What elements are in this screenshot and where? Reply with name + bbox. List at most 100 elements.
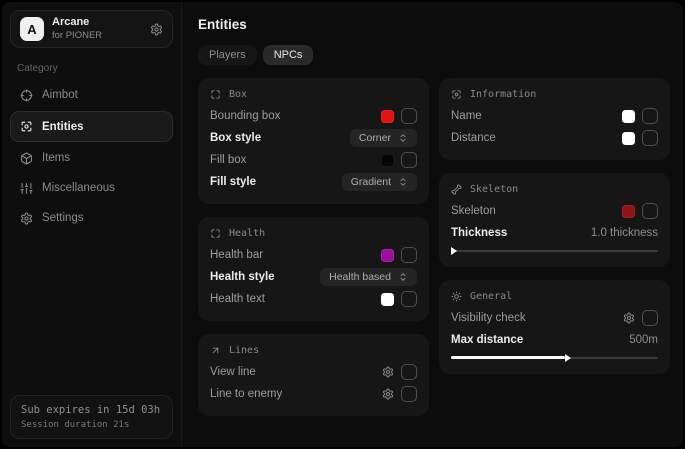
brand-card: A Arcane for PIONER [10, 10, 173, 48]
sidebar-item-items[interactable]: Items [10, 144, 173, 172]
card-title-label: Box [229, 89, 248, 100]
view-line-settings-icon[interactable] [382, 366, 394, 378]
session-duration-text: Session duration 21s [21, 420, 130, 430]
sidebar-item-aimbot[interactable]: Aimbot [10, 81, 173, 109]
dropdown-value: Gradient [350, 176, 391, 188]
health-text-color-swatch[interactable] [381, 292, 394, 306]
main-content: Entities Players NPCs Box Bounding box [182, 2, 683, 447]
fill-box-checkbox[interactable] [401, 152, 417, 168]
chevrons-up-down-icon [398, 272, 408, 282]
entities-scan-icon [20, 120, 33, 133]
fill-box-color-swatch[interactable] [381, 153, 394, 167]
row-skeleton: Skeleton [451, 200, 658, 222]
row-label: Line to enemy [210, 388, 283, 400]
row-line-to-enemy: Line to enemy [210, 383, 417, 405]
bounding-box-color-swatch[interactable] [381, 109, 394, 123]
name-checkbox[interactable] [642, 108, 658, 124]
chevrons-up-down-icon [398, 133, 408, 143]
distance-checkbox[interactable] [642, 130, 658, 146]
diagonal-line-icon [210, 345, 221, 356]
gear-icon [20, 212, 33, 225]
row-fill-style: Fill style Gradient [210, 171, 417, 193]
health-bar-checkbox[interactable] [401, 247, 417, 263]
row-label: Name [451, 110, 482, 122]
app-title: Arcane [52, 16, 90, 29]
row-health-text: Health text [210, 288, 417, 310]
row-fill-box: Fill box [210, 149, 417, 171]
line-to-enemy-settings-icon[interactable] [382, 388, 394, 400]
health-text-checkbox[interactable] [401, 291, 417, 307]
row-bounding-box: Bounding box [210, 105, 417, 127]
information-card: Information Name Distance [439, 78, 670, 160]
sidebar-item-label: Items [42, 152, 71, 164]
health-card: Health Health bar Health style Health ba… [198, 217, 429, 321]
row-label: Thickness [451, 227, 508, 239]
sun-icon [451, 291, 462, 302]
row-label: Bounding box [210, 110, 281, 122]
max-distance-slider[interactable] [451, 352, 658, 363]
crosshair-icon [20, 89, 33, 102]
sidebar-item-label: Miscellaneous [42, 182, 115, 194]
dropdown-value: Corner [358, 132, 391, 144]
slider-track [451, 249, 658, 252]
card-title-label: General [470, 291, 513, 302]
tab-players[interactable]: Players [198, 45, 257, 65]
sub-expiry-text: Sub expires in 15d 03h [21, 404, 161, 416]
row-label: Distance [451, 132, 496, 144]
general-card: General Visibility check Max distance 50… [439, 280, 670, 374]
skeleton-color-swatch[interactable] [622, 204, 635, 218]
row-view-line: View line [210, 361, 417, 383]
line-to-enemy-checkbox[interactable] [401, 386, 417, 402]
row-label: Fill style [210, 176, 257, 188]
box-card: Box Bounding box Box style Corner [198, 78, 429, 204]
thickness-slider[interactable] [451, 245, 658, 256]
thickness-value: 1.0 thickness [590, 227, 658, 239]
max-distance-value: 500m [629, 334, 658, 346]
row-name: Name [451, 105, 658, 127]
sidebar-item-settings[interactable]: Settings [10, 204, 173, 232]
lines-card: Lines View line Line to enemy [198, 334, 429, 416]
page-title: Entities [198, 17, 247, 32]
fill-style-dropdown[interactable]: Gradient [341, 173, 417, 191]
row-label: Health bar [210, 249, 264, 261]
scan-target-icon [451, 89, 462, 100]
subscription-card: Sub expires in 15d 03h Session duration … [10, 395, 173, 439]
app-logo: A [20, 17, 44, 41]
bounding-box-checkbox[interactable] [401, 108, 417, 124]
dropdown-value: Health based [329, 271, 391, 283]
view-line-checkbox[interactable] [401, 364, 417, 380]
visibility-check-checkbox[interactable] [642, 310, 658, 326]
distance-color-swatch[interactable] [622, 131, 635, 145]
row-label: Health style [210, 271, 275, 283]
row-label: Max distance [451, 334, 524, 346]
card-title-label: Information [470, 89, 537, 100]
row-distance: Distance [451, 127, 658, 149]
row-health-style: Health style Health based [210, 266, 417, 288]
slider-fill [451, 353, 571, 362]
lines-card-header: Lines [210, 345, 417, 356]
health-style-dropdown[interactable]: Health based [320, 268, 417, 286]
sidebar-item-entities[interactable]: Entities [10, 111, 173, 142]
box-card-header: Box [210, 89, 417, 100]
sidebar-item-miscellaneous[interactable]: Miscellaneous [10, 174, 173, 202]
row-label: Fill box [210, 154, 247, 166]
skeleton-card: Skeleton Skeleton Thickness 1.0 thicknes… [439, 173, 670, 267]
skeleton-card-header: Skeleton [451, 184, 658, 195]
app-subtitle: for PIONER [52, 29, 103, 41]
sidebar: A Arcane for PIONER Category Aimbot Enti… [2, 2, 182, 447]
box-style-dropdown[interactable]: Corner [349, 129, 417, 147]
name-color-swatch[interactable] [622, 109, 635, 123]
right-column: Information Name Distance [439, 78, 670, 374]
visibility-check-settings-icon[interactable] [623, 312, 635, 324]
health-bar-color-swatch[interactable] [381, 248, 394, 262]
scan-brackets-icon [210, 228, 221, 239]
information-card-header: Information [451, 89, 658, 100]
card-title-label: Health [229, 228, 266, 239]
brand-settings-icon[interactable] [150, 23, 163, 36]
chevrons-up-down-icon [398, 177, 408, 187]
cards-grid: Box Bounding box Box style Corner [198, 78, 670, 416]
sliders-icon [20, 182, 33, 195]
sidebar-item-label: Entities [42, 120, 84, 133]
skeleton-checkbox[interactable] [642, 203, 658, 219]
tab-npcs[interactable]: NPCs [262, 45, 314, 65]
